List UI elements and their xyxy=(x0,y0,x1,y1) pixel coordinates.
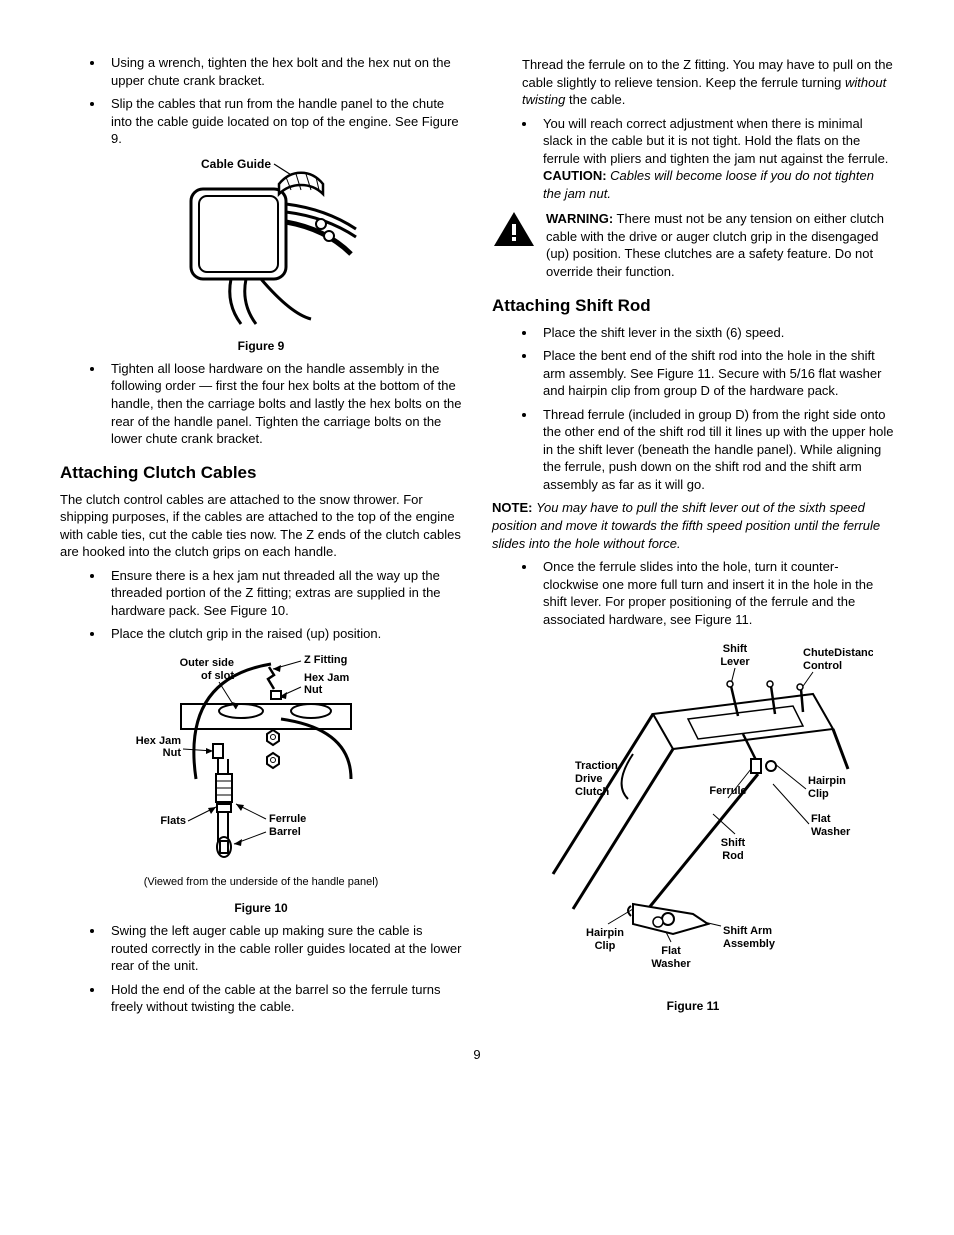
svg-text:Flats: Flats xyxy=(160,815,186,827)
figure-10: Outer side of slot Z Fitting Hex Jam Nut… xyxy=(60,649,462,916)
page-number: 9 xyxy=(60,1046,894,1064)
list-item: Hold the end of the cable at the barrel … xyxy=(105,981,462,1016)
left-column: Using a wrench, tighten the hex bolt and… xyxy=(60,50,462,1022)
list-item: Place the shift lever in the sixth (6) s… xyxy=(537,324,894,342)
svg-text:Hex Jam: Hex Jam xyxy=(304,672,349,684)
svg-text:Z Fitting: Z Fitting xyxy=(304,654,347,666)
once-bullets: Once the ferrule slides into the hole, t… xyxy=(492,558,894,628)
svg-text:Washer: Washer xyxy=(811,826,851,838)
list-item: Once the ferrule slides into the hole, t… xyxy=(537,558,894,628)
svg-text:Drive: Drive xyxy=(575,773,603,785)
list-item: Using a wrench, tighten the hex bolt and… xyxy=(105,54,462,89)
cable-guide-label: Cable Guide xyxy=(201,157,271,171)
svg-text:Nut: Nut xyxy=(163,747,182,759)
svg-text:Hairpin: Hairpin xyxy=(808,775,846,787)
svg-text:Rod: Rod xyxy=(722,850,743,862)
list-item: Swing the left auger cable up making sur… xyxy=(105,922,462,975)
after-fig9-bullets: Tighten all loose hardware on the handle… xyxy=(60,360,462,448)
svg-text:Lever: Lever xyxy=(720,656,750,668)
svg-text:Flat: Flat xyxy=(661,945,681,957)
page-columns: Using a wrench, tighten the hex bolt and… xyxy=(60,50,894,1022)
svg-text:Assembly: Assembly xyxy=(723,938,776,950)
shift-bullets: Place the shift lever in the sixth (6) s… xyxy=(492,324,894,494)
figure-11-caption: Figure 11 xyxy=(492,998,894,1014)
figure-11-svg: Shift Lever ChuteDistance Control Tracti… xyxy=(513,634,873,994)
svg-text:Control: Control xyxy=(803,660,842,672)
svg-text:Shift Arm: Shift Arm xyxy=(723,925,772,937)
svg-text:ChuteDistance: ChuteDistance xyxy=(803,647,873,659)
list-item: Thread ferrule (included in group D) fro… xyxy=(537,406,894,494)
svg-text:Nut: Nut xyxy=(304,684,323,696)
intro-bullets: Using a wrench, tighten the hex bolt and… xyxy=(60,54,462,148)
svg-text:Ferrule: Ferrule xyxy=(269,813,306,825)
warning-icon xyxy=(492,210,536,250)
svg-text:Clip: Clip xyxy=(595,940,616,952)
heading-shift-rod: Attaching Shift Rod xyxy=(492,295,894,318)
svg-text:Barrel: Barrel xyxy=(269,826,301,838)
svg-text:Shift: Shift xyxy=(723,643,748,655)
svg-text:Traction: Traction xyxy=(575,760,618,772)
right-column: Thread the ferrule on to the Z fitting. … xyxy=(492,50,894,1022)
clutch-bullets-1: Ensure there is a hex jam nut threaded a… xyxy=(60,567,462,643)
thread-ferrule-para: Thread the ferrule on to the Z fitting. … xyxy=(492,56,894,109)
note-paragraph: NOTE: You may have to pull the shift lev… xyxy=(492,499,894,552)
figure-10-svg: Outer side of slot Z Fitting Hex Jam Nut… xyxy=(121,649,401,869)
list-item: Tighten all loose hardware on the handle… xyxy=(105,360,462,448)
figure-9-caption: Figure 9 xyxy=(60,338,462,354)
figure-10-note: (Viewed from the underside of the handle… xyxy=(60,875,462,890)
list-item: Place the clutch grip in the raised (up)… xyxy=(105,625,462,643)
svg-text:Hex Jam: Hex Jam xyxy=(136,735,181,747)
svg-text:Flat: Flat xyxy=(811,813,831,825)
list-item: Slip the cables that run from the handle… xyxy=(105,95,462,148)
figure-10-caption: Figure 10 xyxy=(60,900,462,916)
svg-text:Washer: Washer xyxy=(651,958,691,970)
figure-11: Shift Lever ChuteDistance Control Tracti… xyxy=(492,634,894,1014)
svg-text:Hairpin: Hairpin xyxy=(586,927,624,939)
clutch-bullets-2: Swing the left auger cable up making sur… xyxy=(60,922,462,1016)
figure-9: Cable Guide xyxy=(60,154,462,354)
list-item: You will reach correct adjustment when t… xyxy=(537,115,894,203)
list-item: Ensure there is a hex jam nut threaded a… xyxy=(105,567,462,620)
svg-text:Outer side: Outer side xyxy=(180,657,234,669)
list-item: Place the bent end of the shift rod into… xyxy=(537,347,894,400)
adjust-bullets: You will reach correct adjustment when t… xyxy=(492,115,894,203)
warning-text: WARNING: There must not be any tension o… xyxy=(546,210,894,280)
heading-clutch-cables: Attaching Clutch Cables xyxy=(60,462,462,485)
figure-9-svg: Cable Guide xyxy=(151,154,371,334)
clutch-paragraph: The clutch control cables are attached t… xyxy=(60,491,462,561)
svg-text:Clip: Clip xyxy=(808,788,829,800)
warning-box: WARNING: There must not be any tension o… xyxy=(492,210,894,280)
svg-text:Shift: Shift xyxy=(721,837,746,849)
